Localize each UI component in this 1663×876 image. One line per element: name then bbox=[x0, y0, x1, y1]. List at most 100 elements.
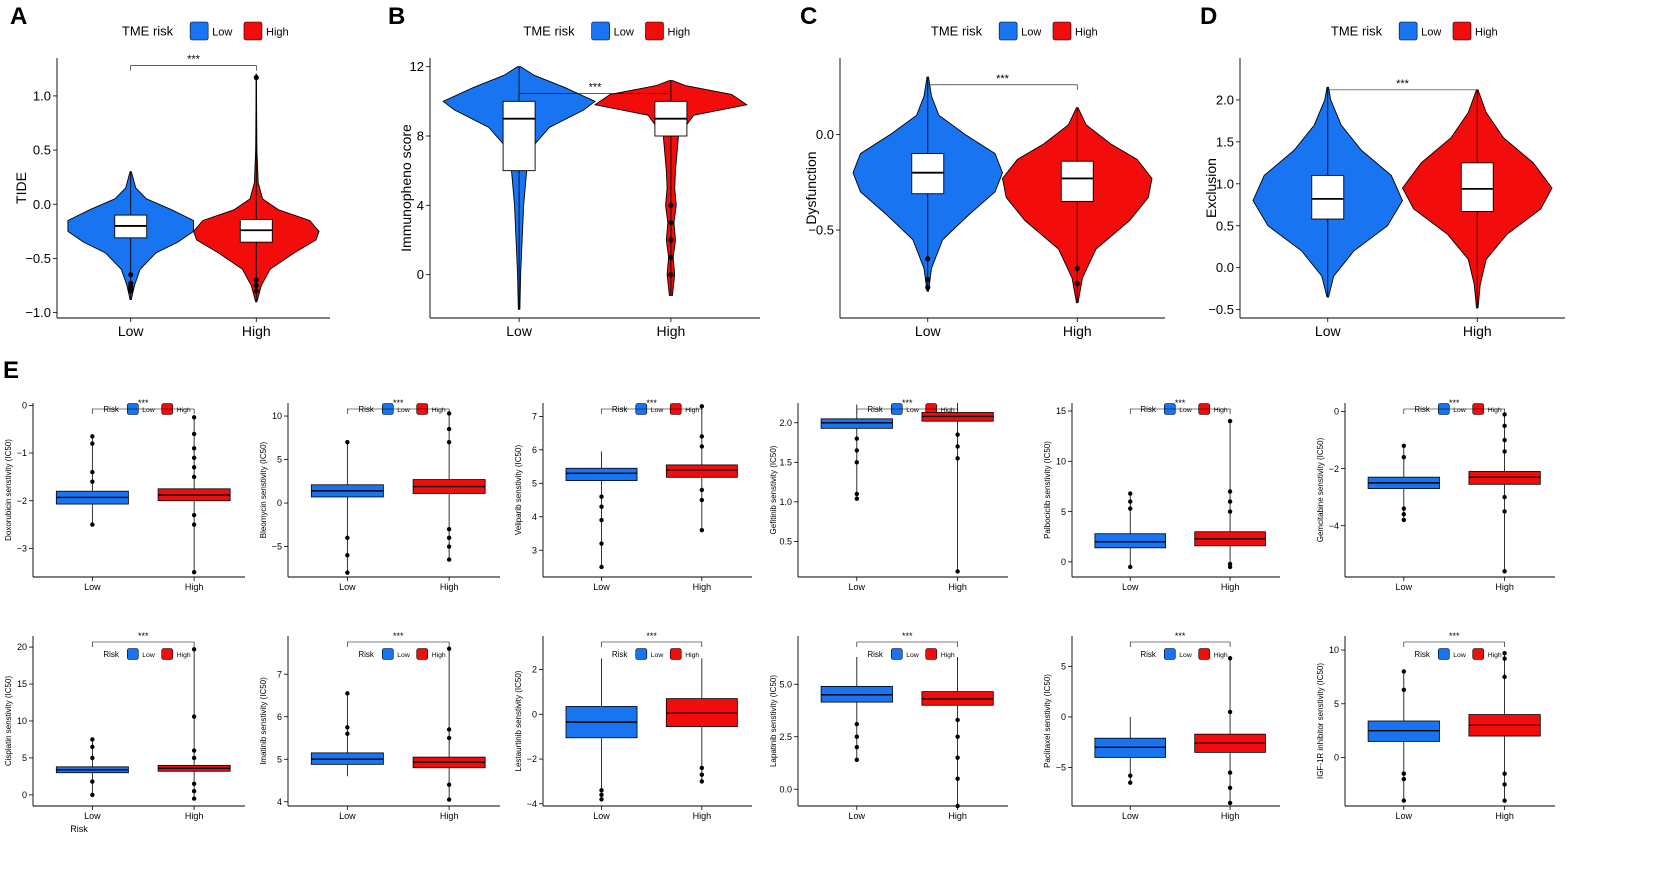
significance-bracket bbox=[347, 408, 450, 414]
y-tick-label: −5 bbox=[1056, 763, 1066, 773]
outlier-point bbox=[1227, 800, 1233, 806]
outlier-point bbox=[1227, 656, 1233, 661]
outlier-point bbox=[446, 735, 452, 741]
legend-key-low bbox=[1163, 648, 1176, 660]
outlier-point bbox=[699, 527, 705, 533]
outlier-point bbox=[699, 497, 705, 503]
violin-high bbox=[1002, 107, 1153, 304]
boxplot-low bbox=[1094, 716, 1167, 785]
y-axis-title: Cisplatin senstivity (IC50) bbox=[4, 676, 13, 767]
box-iqr bbox=[911, 153, 945, 195]
y-tick-label: −2 bbox=[1329, 464, 1339, 474]
significance-bracket bbox=[856, 408, 958, 414]
box-iqr bbox=[1468, 471, 1541, 485]
outlier-point bbox=[1502, 569, 1507, 574]
box-iqr bbox=[665, 464, 738, 478]
outlier-point bbox=[191, 570, 197, 575]
outlier-point bbox=[925, 284, 931, 291]
outlier-point bbox=[90, 792, 95, 798]
outlier-point bbox=[699, 404, 705, 409]
y-tick-label: 2.5 bbox=[779, 732, 792, 742]
legend-label-high: High bbox=[177, 407, 191, 414]
x-tick-label-low: Low bbox=[593, 582, 610, 592]
legend-label-high: High bbox=[1075, 27, 1098, 39]
boxplot-high bbox=[412, 411, 486, 562]
boxplot-low bbox=[55, 434, 129, 527]
boxplot-high bbox=[412, 646, 486, 802]
outlier-point bbox=[253, 282, 259, 289]
outlier-point bbox=[128, 288, 134, 294]
outlier-point bbox=[955, 432, 960, 437]
outlier-point bbox=[1502, 674, 1507, 680]
outlier-point bbox=[1128, 499, 1133, 504]
significance-bracket bbox=[927, 84, 1078, 90]
boxplot-low bbox=[55, 737, 129, 798]
y-tick-label: 0 bbox=[22, 401, 27, 411]
violin-low bbox=[852, 76, 1003, 292]
y-tick-label: 0 bbox=[1334, 407, 1339, 417]
significance-bracket bbox=[1327, 89, 1478, 95]
y-tick-label: 1.0 bbox=[33, 88, 51, 103]
outlier-point bbox=[90, 469, 95, 475]
legend-label-high: High bbox=[1475, 27, 1498, 39]
outlier-point bbox=[1401, 506, 1407, 511]
panel-letter: E bbox=[3, 357, 19, 384]
outlier-point bbox=[1502, 782, 1507, 787]
legend-label-high: High bbox=[1488, 652, 1502, 659]
legend: Risk Low High bbox=[612, 648, 699, 660]
y-tick-label: 12 bbox=[410, 59, 424, 74]
violin-low bbox=[1252, 86, 1404, 298]
legend: Risk Low High bbox=[867, 648, 955, 660]
outlier-point bbox=[345, 553, 350, 558]
panel-c: C TME risk Low High −0.5 0.0 Low High Dysfunctio… bbox=[800, 3, 1165, 339]
x-tick-label-low: Low bbox=[849, 582, 866, 592]
boxplot-low bbox=[565, 451, 638, 570]
y-tick-label: 0 bbox=[417, 267, 424, 282]
y-tick-label: 6 bbox=[277, 712, 282, 722]
significance-label: *** bbox=[187, 54, 201, 66]
drug-panel: Risk Low High 5.0 2.5 0.0 Low High Lapatinib sen… bbox=[769, 631, 1008, 821]
legend: Risk Low High bbox=[103, 648, 191, 660]
y-tick-label: 1.0 bbox=[779, 497, 792, 507]
y-tick-label: −2 bbox=[17, 496, 27, 506]
outlier-point bbox=[128, 272, 134, 278]
box-iqr bbox=[565, 467, 638, 482]
y-tick-label: 2.0 bbox=[1216, 92, 1234, 107]
x-tick-label-low: Low bbox=[339, 811, 356, 821]
significance-bracket bbox=[518, 93, 672, 99]
outlier-point bbox=[191, 446, 197, 451]
significance-bracket bbox=[1129, 408, 1231, 414]
boxplot-high bbox=[921, 656, 994, 809]
outlier-point bbox=[668, 220, 674, 226]
legend-label-low: Low bbox=[1021, 27, 1041, 39]
y-axis-title: Imatinib senstivity (IC50) bbox=[259, 677, 268, 765]
drug-panel: Risk Low High 2 0 −2 −4 Low High Lestaurtinib sen… bbox=[514, 631, 752, 821]
y-axis-title: Lestaurtinib senstivity (IC50) bbox=[514, 670, 523, 771]
y-tick-label: 4 bbox=[277, 797, 282, 807]
legend-key-high bbox=[669, 648, 682, 660]
x-tick-label-low: Low bbox=[84, 811, 101, 821]
outlier-point bbox=[90, 479, 95, 484]
legend-key-low bbox=[1398, 21, 1418, 41]
significance-label: *** bbox=[138, 631, 149, 641]
legend: Risk Low High bbox=[1140, 648, 1228, 660]
outlier-point bbox=[90, 755, 95, 761]
legend-label-high: High bbox=[1488, 407, 1502, 414]
y-tick-label: −4 bbox=[1329, 521, 1339, 531]
box-iqr bbox=[1094, 533, 1167, 549]
boxplot-high bbox=[157, 647, 231, 801]
drug-panel: Risk Low High 5 0 −5 Low High Paclitaxel senstiv… bbox=[1043, 631, 1280, 821]
outlier-point bbox=[191, 789, 197, 794]
boxplot-low bbox=[310, 439, 384, 575]
y-tick-label: 0.0 bbox=[1216, 260, 1234, 275]
legend-key-low bbox=[591, 21, 610, 41]
y-axis-title: Immunopheno score bbox=[398, 124, 414, 252]
outlier-point bbox=[191, 465, 197, 470]
y-tick-label: 8 bbox=[417, 129, 424, 144]
outlier-point bbox=[345, 535, 350, 541]
x-axis-title: Risk bbox=[70, 824, 88, 834]
x-tick-label-low: Low bbox=[915, 323, 942, 339]
